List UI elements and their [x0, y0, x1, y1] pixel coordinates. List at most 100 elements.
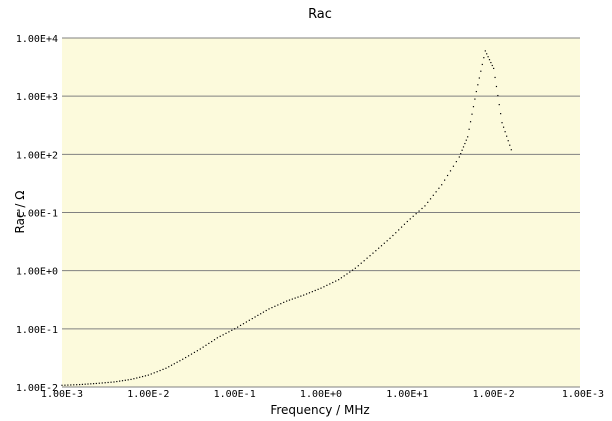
x-axis-title: Frequency / MHz	[270, 403, 369, 417]
data-point	[329, 283, 331, 285]
data-point	[474, 98, 476, 100]
data-point	[487, 56, 489, 58]
data-point	[234, 328, 236, 330]
data-point	[159, 369, 161, 372]
data-point	[101, 382, 103, 384]
data-point	[265, 309, 267, 312]
data-point	[308, 292, 311, 294]
data-point	[357, 265, 359, 267]
data-point	[286, 300, 288, 302]
data-point	[136, 377, 138, 379]
data-point	[383, 242, 385, 244]
data-point	[173, 363, 175, 365]
data-point	[98, 382, 100, 384]
data-point	[480, 70, 482, 72]
data-point	[242, 323, 245, 325]
x-tick-label: 1.00E-2	[473, 389, 515, 400]
data-point	[415, 213, 417, 215]
data-point	[305, 293, 308, 295]
data-point	[458, 156, 460, 158]
data-point	[506, 135, 508, 137]
x-tick-label: 1.00E+0	[300, 389, 342, 400]
data-point	[90, 383, 92, 385]
data-point	[338, 279, 340, 281]
data-point	[444, 179, 446, 181]
data-point	[67, 384, 69, 386]
data-point	[386, 240, 388, 242]
grid-lines	[62, 37, 580, 388]
data-point	[219, 335, 221, 337]
data-point	[150, 373, 152, 375]
data-point	[469, 121, 472, 123]
data-point	[147, 374, 149, 376]
data-point	[64, 384, 66, 386]
data-point	[500, 113, 502, 115]
data-point	[84, 383, 86, 385]
data-point	[398, 229, 400, 231]
data-point	[274, 305, 276, 307]
data-point	[196, 350, 198, 352]
data-point	[144, 375, 147, 377]
data-point	[303, 294, 305, 296]
data-point	[326, 284, 328, 286]
x-tick-label: 1.00E-2	[127, 389, 169, 400]
x-tick-labels: 1.00E-3 1.00E-2 1.00E-1 1.00E+0 1.00E+1 1.00E…	[41, 389, 604, 400]
data-point	[288, 299, 291, 301]
data-point	[360, 262, 362, 264]
data-point	[488, 59, 491, 61]
data-point	[477, 84, 479, 86]
data-point	[403, 223, 406, 225]
data-point	[446, 174, 449, 177]
data-point	[110, 381, 112, 383]
data-point	[493, 67, 495, 70]
data-point	[165, 367, 167, 369]
y-tick-label: 1.00E-1	[16, 209, 58, 220]
data-point	[213, 339, 216, 341]
data-point	[187, 355, 190, 357]
x-tick-label: 1.00E-3	[41, 389, 83, 400]
data-point	[495, 85, 498, 88]
data-point	[314, 289, 316, 292]
data-point	[190, 353, 193, 355]
data-point	[509, 144, 511, 146]
data-point	[225, 332, 227, 334]
data-point	[392, 234, 394, 237]
data-point	[449, 170, 452, 172]
data-point	[251, 317, 253, 320]
data-point	[239, 324, 242, 327]
data-point	[317, 288, 319, 290]
data-point	[193, 351, 196, 354]
data-point	[205, 344, 207, 346]
data-point	[340, 277, 343, 279]
data-point	[378, 247, 380, 249]
data-point	[271, 307, 273, 309]
data-point	[202, 346, 204, 348]
data-point	[141, 375, 144, 378]
data-point	[472, 106, 475, 108]
data-point	[79, 383, 81, 386]
data-point	[291, 298, 293, 300]
data-point	[467, 136, 469, 138]
data-point	[76, 384, 78, 386]
data-point	[280, 303, 282, 305]
data-point	[455, 161, 457, 163]
data-point	[395, 232, 397, 234]
data-point	[268, 308, 270, 310]
data-point	[332, 281, 334, 284]
data-point	[162, 368, 164, 371]
data-point	[349, 271, 351, 273]
data-point	[366, 257, 368, 259]
data-point	[400, 226, 403, 228]
data-point	[481, 63, 483, 66]
data-point	[346, 273, 348, 275]
data-point	[429, 198, 432, 200]
data-point	[486, 53, 488, 55]
y-tick-labels: 1.00E+4 1.00E+3 1.00E+2 1.00E-1 1.00E+0 1.00E…	[16, 34, 58, 394]
data-point	[502, 126, 505, 128]
data-point	[335, 280, 337, 282]
data-point	[498, 103, 500, 106]
data-point	[260, 313, 262, 315]
data-point	[435, 191, 437, 193]
data-point	[216, 337, 218, 339]
